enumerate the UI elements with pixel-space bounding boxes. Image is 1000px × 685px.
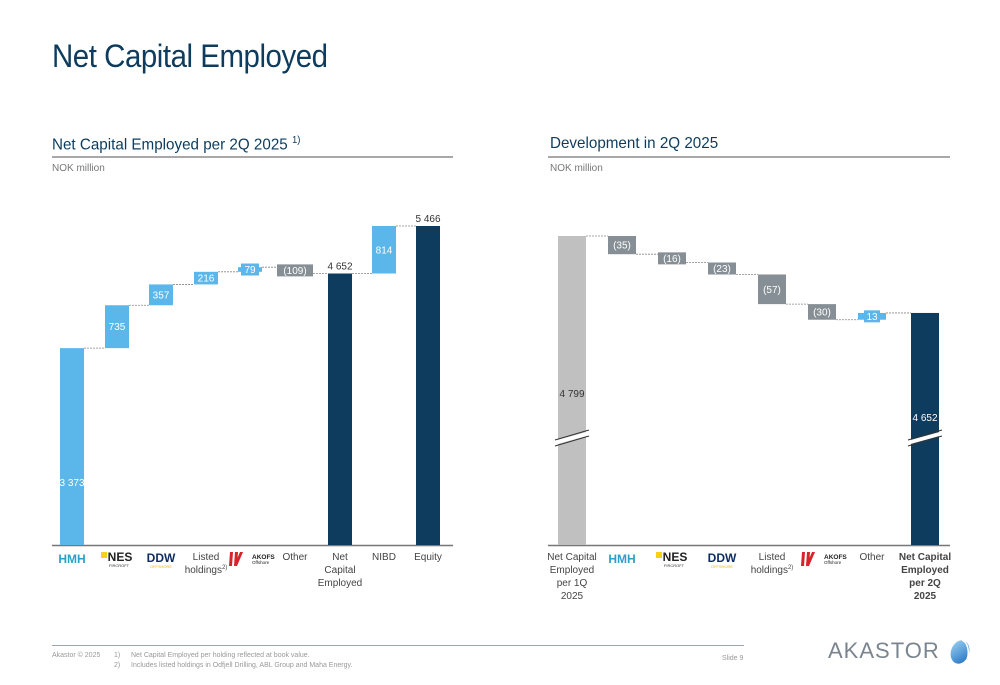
akastor-logo: AKASTOR: [828, 636, 976, 666]
left-unit-label: NOK million: [52, 163, 105, 174]
right-category-1: HMH: [608, 552, 635, 566]
left-category-6: Net Capital Employed: [318, 552, 362, 589]
right-bar-label-bg-6: [864, 310, 880, 323]
left-title-rule: [52, 156, 453, 158]
akofs-mark: [801, 552, 815, 566]
ddw-offshore-text: OFFSHORE: [711, 564, 734, 569]
right-category-6: Other: [859, 552, 885, 563]
right-category-0: Net Capital Employed per 1Q 2025: [547, 552, 596, 602]
right-category-7: Net Capital Employed per 2Q 2025: [899, 552, 951, 602]
right-bar-label-6: 13: [866, 312, 878, 323]
right-bar-5: [808, 304, 836, 320]
left-bar-label-2: 357: [153, 290, 170, 301]
akastor-logo-icon: [950, 638, 972, 665]
axis-break-gap: [906, 431, 944, 445]
right-category-4: Listed holdings2): [751, 552, 794, 576]
right-bar-0: [558, 236, 586, 545]
left-bar-1: [105, 305, 129, 349]
right-chart-title: Development in 2Q 2025: [550, 135, 719, 152]
footer-copyright: Akastor © 2025: [52, 652, 101, 659]
akofs-offshore-text: Offshore: [824, 560, 842, 565]
left-bar-label-1: 735: [109, 322, 126, 333]
left-bar-8: [416, 226, 440, 545]
logo-text: AKASTOR: [828, 638, 940, 663]
left-bar-label-8: 5 466: [415, 214, 440, 225]
akofs-mark: [229, 552, 243, 566]
ddw-logo-icon: DDW: [708, 551, 737, 565]
footnote-1-num: 1): [114, 652, 121, 659]
left-bar-3: [194, 271, 218, 285]
right-unit-label: NOK million: [550, 163, 603, 174]
left-bar-label-0: 3 373: [59, 478, 84, 489]
right-bar-label-0: 4 799: [559, 389, 584, 400]
left-category-7: NIBD: [372, 552, 396, 563]
right-bar-label-1: (35): [613, 241, 631, 252]
left-bar-label-bg-4: [241, 263, 259, 276]
ddw-offshore-text: OFFSHORE: [150, 564, 173, 569]
right-bar-4: [758, 274, 786, 305]
left-bar-label-3: 216: [198, 274, 215, 285]
footnote-2-text: Includes listed holdings in Odfjell Dril…: [131, 662, 353, 669]
axis-break-gap: [553, 431, 591, 445]
right-bar-7: [911, 312, 939, 545]
left-bar-0: [60, 348, 84, 545]
akofs-offshore-text: Offshore: [252, 560, 270, 565]
left-category-0: HMH: [58, 552, 85, 566]
axis-break-left-icon: [554, 429, 590, 447]
slide-number: Slide 9: [722, 655, 744, 662]
right-bar-label-3: (23): [713, 264, 731, 275]
hmh-logo-icon: HMH: [58, 552, 85, 566]
nes-fircroft-text: FIRCROFT: [109, 563, 130, 568]
right-bar-label-5: (30): [813, 307, 831, 318]
right-bar-1: [608, 236, 636, 255]
akofs-logo-icon: AKOFS: [824, 554, 847, 561]
footnote-2-num: 2): [114, 662, 121, 669]
nes-logo-icon: NES: [108, 550, 133, 564]
footnote-1-text: Net Capital Employed per holding reflect…: [131, 652, 310, 659]
left-bar-label-7: 814: [376, 245, 393, 256]
hmh-logo-icon: HMH: [608, 552, 635, 566]
left-category-8: Equity: [414, 552, 442, 563]
right-bar-label-4: (57): [763, 285, 781, 296]
left-bar-label-bg-5: [277, 264, 313, 277]
akofs-logo-icon: AKOFS: [252, 554, 275, 561]
left-bar-6: [328, 273, 352, 545]
left-category-3: Listed holdings2): [185, 552, 228, 576]
left-chart-title-text: Net Capital Employed per 2Q 2025: [52, 136, 288, 154]
right-title-rule: [548, 156, 950, 158]
left-bar-2: [149, 284, 173, 306]
page-title: Net Capital Employed: [52, 38, 328, 74]
footer-rule: [52, 645, 744, 646]
nes-logo-icon: NES: [663, 550, 688, 564]
nes-fircroft-text: FIRCROFT: [664, 563, 685, 568]
ddw-logo-icon: DDW: [147, 551, 176, 565]
nes-square: [656, 552, 662, 558]
left-chart-title: Net Capital Employed per 2Q 2025 1): [52, 135, 300, 154]
nes-square: [101, 552, 107, 558]
left-bar-label-6: 4 652: [327, 262, 352, 273]
axis-break-right-icon: [907, 429, 943, 447]
right-bar-label-7: 4 652: [912, 413, 937, 424]
right-bar-label-bg-3: [708, 262, 736, 275]
left-bar-label-4: 79: [244, 265, 256, 276]
left-bar-7: [372, 226, 396, 274]
right-bar-label-bg-2: [658, 252, 686, 265]
left-category-5: Other: [282, 552, 308, 563]
right-bar-label-2: (16): [663, 254, 681, 265]
left-bar-label-5: (109): [283, 266, 306, 277]
left-chart-title-footnote: 1): [291, 135, 301, 146]
